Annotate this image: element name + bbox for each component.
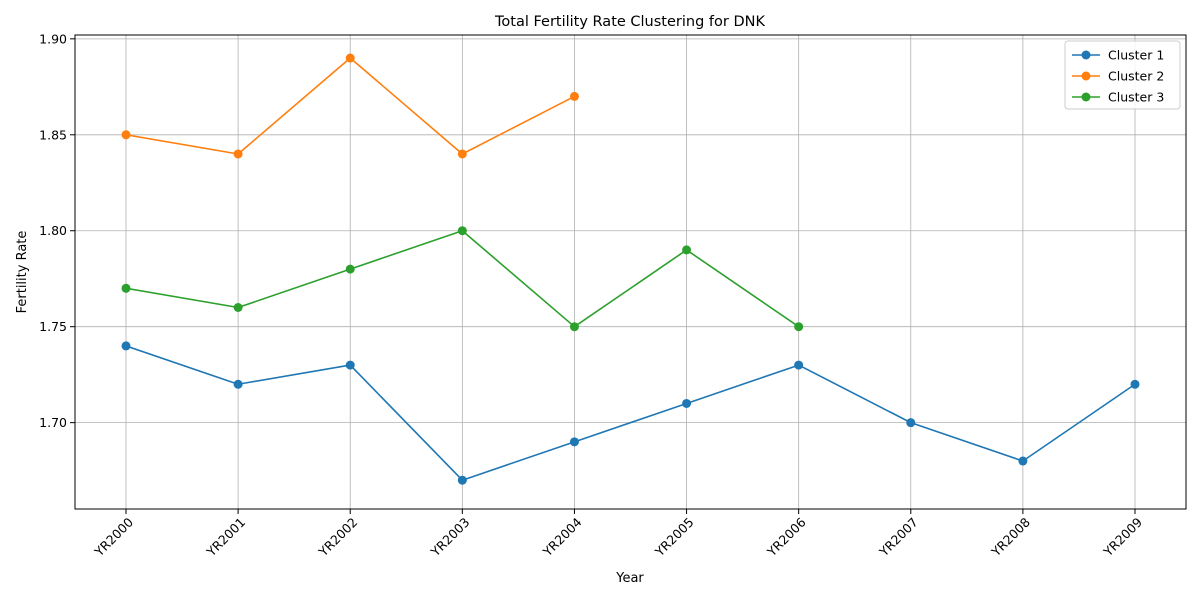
grid-lines [75, 35, 1186, 509]
x-tick-label: YR2007 [876, 515, 921, 560]
series-3 [121, 226, 804, 332]
data-point [569, 437, 579, 447]
data-point [1018, 456, 1028, 466]
x-tick-label: YR2008 [988, 514, 1033, 559]
chart-title: Total Fertility Rate Clustering for DNK [494, 14, 765, 30]
legend-item: Cluster 3 [1072, 90, 1164, 105]
legend-marker [1081, 50, 1091, 60]
legend-item: Cluster 2 [1072, 69, 1164, 84]
data-point [121, 283, 131, 293]
x-axis-ticks: YR2000 YR2001 YR2002 YR2003 YR2004 YR2005 YR20… [91, 509, 1145, 560]
y-tick-label: 1.90 [39, 31, 67, 46]
legend-label: Cluster 3 [1108, 90, 1164, 105]
data-point [345, 53, 355, 63]
data-point [457, 149, 467, 159]
y-tick-label: 1.70 [39, 415, 67, 430]
x-tick-label: YR2003 [427, 515, 472, 560]
y-axis-label: Fertility Rate [15, 231, 30, 314]
data-point [682, 398, 692, 408]
y-tick-label: 1.75 [39, 319, 67, 334]
x-tick-label: YR2000 [91, 514, 136, 559]
x-tick-label: YR2006 [763, 514, 808, 559]
data-point [794, 322, 804, 332]
data-point [345, 360, 355, 370]
x-tick-label: YR2002 [315, 515, 360, 560]
data-point [121, 341, 131, 351]
data-point [794, 360, 804, 370]
series-layer [121, 53, 1140, 485]
series-1 [121, 341, 1140, 485]
data-point [233, 149, 243, 159]
data-point [121, 130, 131, 140]
legend-label: Cluster 2 [1108, 69, 1164, 84]
data-point [906, 418, 916, 428]
x-tick-label: YR2004 [539, 514, 584, 559]
x-tick-label: YR2005 [651, 515, 696, 560]
y-axis-ticks: 1.70 1.75 1.80 1.85 1.90 [39, 31, 75, 430]
data-point [457, 475, 467, 485]
data-point [682, 245, 692, 255]
data-point [345, 264, 355, 274]
data-point [233, 303, 243, 313]
y-tick-label: 1.80 [39, 223, 67, 238]
data-point [233, 379, 243, 389]
series-line [125, 345, 1136, 482]
data-point [569, 322, 579, 332]
legend-box [1064, 40, 1181, 110]
legend-marker [1081, 71, 1091, 81]
legend-item: Cluster 1 [1072, 48, 1164, 63]
y-tick-label: 1.85 [39, 127, 67, 142]
x-tick-label: YR2001 [203, 515, 248, 560]
x-tick-label: YR2009 [1100, 514, 1145, 559]
legend-label: Cluster 1 [1108, 48, 1164, 63]
series-2 [121, 53, 579, 159]
x-axis-label: Year [615, 571, 644, 586]
data-point [569, 91, 579, 101]
legend-marker [1081, 92, 1091, 102]
plot-frame [74, 34, 1187, 510]
data-point [457, 226, 467, 236]
data-point [1130, 379, 1140, 389]
legend: Cluster 1 Cluster 2 Cluster 3 [1064, 40, 1181, 110]
